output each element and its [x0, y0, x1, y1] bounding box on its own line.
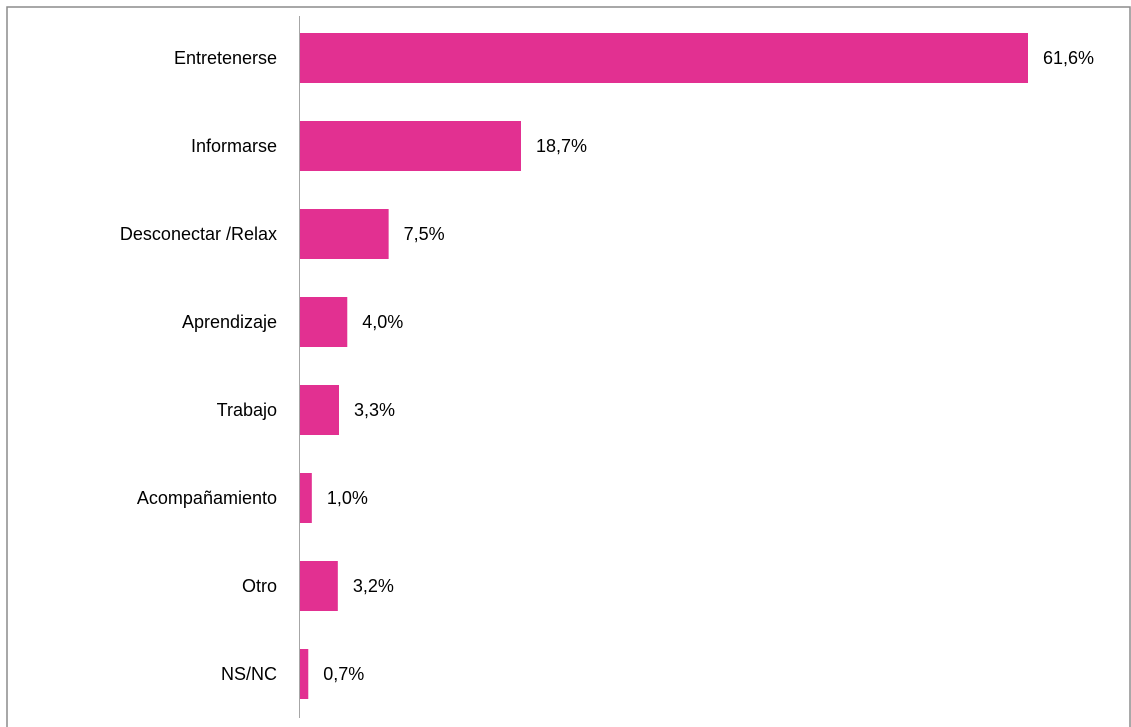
bar-acompanamiento	[300, 473, 312, 523]
bar-ns-nc	[300, 649, 309, 699]
value-label-otro: 3,2%	[353, 576, 394, 596]
category-label-ns-nc: NS/NC	[221, 664, 277, 684]
category-label-acompanamiento: Acompañamiento	[137, 488, 277, 508]
bar-entretenerse	[300, 33, 1028, 83]
value-label-ns-nc: 0,7%	[323, 664, 364, 684]
value-label-trabajo: 3,3%	[354, 400, 395, 420]
labels-layer: Entretenerse 61,6% Informarse 18,7% Desconec…	[120, 48, 1094, 684]
value-label-informarse: 18,7%	[536, 136, 587, 156]
bar-informarse	[300, 121, 521, 171]
bar-desconectar-relax	[300, 209, 389, 259]
value-label-aprendizaje: 4,0%	[362, 312, 403, 332]
category-label-informarse: Informarse	[191, 136, 277, 156]
bar-aprendizaje	[300, 297, 348, 347]
value-label-entretenerse: 61,6%	[1043, 48, 1094, 68]
category-label-desconectar-relax: Desconectar /Relax	[120, 224, 277, 244]
category-label-otro: Otro	[242, 576, 277, 596]
category-label-entretenerse: Entretenerse	[174, 48, 277, 68]
bars-layer	[300, 33, 1028, 699]
category-label-trabajo: Trabajo	[217, 400, 277, 420]
bar-otro	[300, 561, 338, 611]
category-label-aprendizaje: Aprendizaje	[182, 312, 277, 332]
value-label-acompanamiento: 1,0%	[327, 488, 368, 508]
bar-trabajo	[300, 385, 339, 435]
chart-border	[6, 6, 1131, 727]
value-label-desconectar-relax: 7,5%	[404, 224, 445, 244]
